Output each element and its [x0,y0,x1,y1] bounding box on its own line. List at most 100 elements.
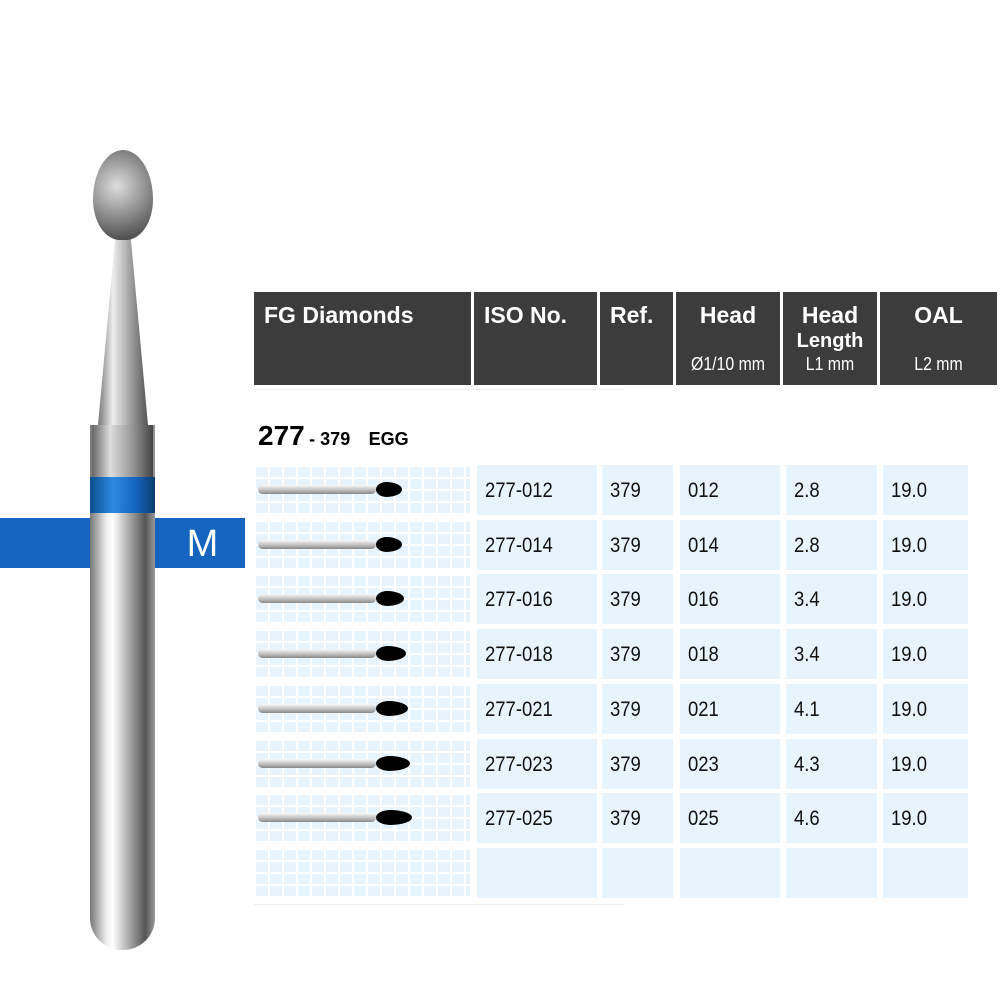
cell-length: 2.8 [786,465,877,515]
cell-oal: 19.0 [883,629,968,680]
cell-value: 19.0 [891,752,927,776]
bur-thumbnail [254,519,470,570]
bur-diamond-head [93,150,153,240]
cell-ref: 379 [602,738,673,789]
cell-oal: 19.0 [883,738,968,789]
cell-oal [883,847,968,898]
cell-value: 19.0 [891,588,927,612]
cell-oal: 19.0 [883,465,968,515]
cell-iso: 277-018 [477,629,597,680]
cell-value: 277-016 [485,588,553,612]
bur-shaft-icon [258,758,376,768]
cell-iso: 277-012 [477,465,597,515]
cell-iso: 277-025 [477,793,597,844]
bur-head-icon [376,810,412,826]
cell-value: 277-023 [485,752,553,776]
cell-value: 379 [610,807,641,831]
bur-thumbnail [254,629,470,680]
bur-head-icon [376,591,404,607]
cell-value: 4.6 [794,807,820,831]
cell-value: 379 [610,643,641,667]
cell-value: 277-018 [485,643,553,667]
cell-ref: 379 [602,629,673,680]
bur-thumbnail [254,793,470,844]
bur-thumbnail [254,738,470,789]
cell-ref: 379 [602,465,673,515]
cell-value: 4.1 [794,697,820,721]
bur-shaft-icon [258,485,376,494]
cell-value: 2.8 [794,479,820,502]
divider [254,904,624,905]
cell-value: 3.4 [794,643,820,667]
cell-value: 018 [688,643,719,667]
cell-head: 025 [680,793,780,844]
bur-shaft-icon [258,594,376,604]
bur-shaft-icon [258,539,376,549]
col-header-ref: Ref. [600,292,673,385]
bur-thumbnail [254,465,470,515]
divider [254,389,624,390]
bur-shaft-icon [258,703,376,713]
cell-length: 4.6 [786,793,877,844]
cell-iso: 277-023 [477,738,597,789]
cell-value: 379 [610,697,641,721]
cell-value: 277-025 [485,807,553,831]
product-title: 277 - 379 EGG [258,420,409,452]
cell-value: 3.4 [794,588,820,612]
cell-length: 3.4 [786,629,877,680]
cell-head: 014 [680,519,780,570]
bur-head-icon [376,646,406,662]
cell-value: 379 [610,533,641,557]
bur-collar [92,425,153,477]
bur-grit-ring [90,477,155,513]
cell-value: 014 [688,533,719,557]
bur-thumbnail [254,847,470,898]
product-ref: - 379 [309,429,351,449]
cell-ref [602,847,673,898]
product-number: 277 [258,420,305,451]
cell-iso [477,847,597,898]
cell-value: 277-021 [485,697,553,721]
cell-ref: 379 [602,519,673,570]
product-shape: EGG [368,429,409,449]
cell-value: 19.0 [891,697,927,721]
cell-value: 379 [610,752,641,776]
bur-shaft-icon [258,649,376,659]
bur-thumbnail [254,574,470,625]
bur-shank-band [90,518,155,568]
cell-oal: 19.0 [883,793,968,844]
bur-neck [98,235,148,425]
col-header-iso: ISO No. [474,292,597,385]
cell-length: 4.1 [786,683,877,734]
cell-oal: 19.0 [883,683,968,734]
grit-label: M [186,523,219,565]
bur-shaft-icon [258,813,376,823]
cell-value: 2.8 [794,533,820,557]
cell-ref: 379 [602,793,673,844]
bur-head-icon [376,482,402,497]
cell-value: 379 [610,479,641,502]
cell-head: 018 [680,629,780,680]
cell-value: 19.0 [891,479,927,502]
bur-head-icon [376,700,408,716]
cell-value: 021 [688,697,719,721]
cell-iso: 277-021 [477,683,597,734]
cell-value: 023 [688,752,719,776]
cell-head: 023 [680,738,780,789]
cell-value: 277-014 [485,533,553,557]
cell-head: 012 [680,465,780,515]
bur-head-icon [376,536,402,552]
cell-value: 016 [688,588,719,612]
col-header-head: Head Ø1/10 mm [676,292,780,385]
cell-iso: 277-014 [477,519,597,570]
cell-oal: 19.0 [883,519,968,570]
cell-length: 2.8 [786,519,877,570]
cell-oal: 19.0 [883,574,968,625]
cell-value: 012 [688,479,719,502]
cell-value: 4.3 [794,752,820,776]
cell-value: 19.0 [891,643,927,667]
bur-thumbnail [254,683,470,734]
col-header-fg-diamonds: FG Diamonds [254,292,471,385]
col-header-oal: OAL L2 mm [880,292,997,385]
cell-head: 021 [680,683,780,734]
